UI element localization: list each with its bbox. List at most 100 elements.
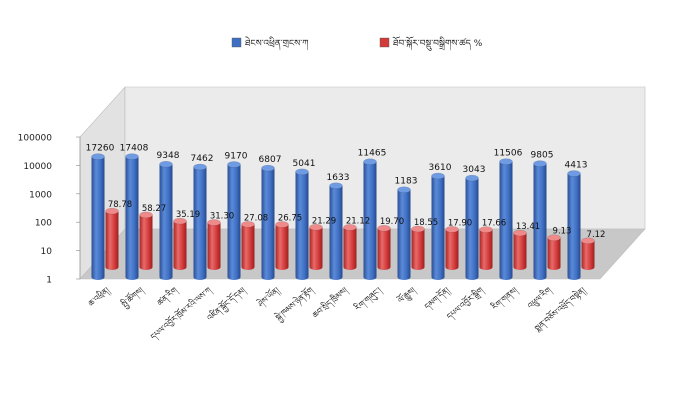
bar-blue-cap <box>363 158 377 165</box>
bar-blue-body <box>363 161 377 277</box>
bar-red <box>411 225 425 270</box>
x-tick-label: ཚན་རིག <box>154 284 181 309</box>
x-tick-label: ཤེས་ཡོན། <box>254 284 282 311</box>
bar-blue <box>193 163 207 280</box>
bar-series-group <box>91 153 595 280</box>
data-label-red: 26.75 <box>278 213 302 223</box>
bar-blue-base <box>125 274 139 280</box>
bar-blue-base <box>261 274 275 280</box>
bar-blue-base <box>227 274 241 280</box>
y-tick-label: 100 <box>35 219 52 229</box>
bar-red <box>309 224 323 270</box>
bar-red-cap <box>377 225 391 232</box>
bar-blue-cap <box>125 153 139 160</box>
bar-blue-body <box>125 156 139 277</box>
data-label-red: 21.29 <box>312 216 336 226</box>
bar-blue <box>125 153 139 280</box>
bar-red-base <box>343 264 357 270</box>
bar-red-body <box>581 240 595 267</box>
bar-blue <box>465 174 479 280</box>
data-label-blue: 11506 <box>494 149 523 159</box>
legend-label: ཐོབ་སྐོར་བསྡུ་བསྒྲིགས་ཚད % <box>392 36 482 51</box>
chart-legend: ཐེངས་འཕྲིན་གྲངས་ཀ ཐོབ་སྐོར་བསྡུ་བསྒྲིགས་ཚ… <box>231 36 483 51</box>
bar-blue-body <box>329 185 343 277</box>
bar-blue-cap <box>329 182 343 189</box>
bar-blue-cap <box>533 160 547 167</box>
bar-blue-body <box>261 168 275 277</box>
data-label-red: 35.19 <box>176 210 200 220</box>
data-label-blue: 3610 <box>429 163 452 173</box>
bar-red-body <box>479 229 493 267</box>
bar-red-base <box>309 264 323 270</box>
data-labels-group: 17260 78.78 17408 58.27 9348 35.19 7462 31.30 91… <box>86 144 606 240</box>
bar-blue <box>567 170 581 280</box>
bar-red-cap <box>275 221 289 228</box>
bar-blue-body <box>397 189 411 277</box>
bar-blue-base <box>465 274 479 280</box>
y-tick-label: 10000 <box>23 162 52 172</box>
bar-red-cap <box>411 225 425 233</box>
x-tick-label: ལོ་རྒྱུས། <box>395 284 419 308</box>
bar-blue-base <box>295 274 309 280</box>
x-tick-label: དམག་དོན། <box>422 284 453 313</box>
bar-red-base <box>241 264 255 270</box>
bar-red <box>343 224 357 270</box>
data-label-red: 13.41 <box>516 222 540 232</box>
data-label-red: 7.12 <box>587 230 606 240</box>
bar-red <box>377 225 391 270</box>
data-label-red: 17.90 <box>448 218 472 228</box>
bar-red <box>207 219 221 270</box>
x-tick-label: དཔལ་འབྱོར་སྒྲིག <box>444 284 487 323</box>
bar-red-base <box>105 264 119 270</box>
bar-blue <box>159 161 173 280</box>
data-label-blue: 1633 <box>327 173 350 183</box>
bar-blue-body <box>431 175 445 277</box>
data-label-red: 21.12 <box>346 216 370 226</box>
bar-blue-body <box>499 161 513 277</box>
bar-blue-base <box>533 274 547 280</box>
bar-blue-body <box>567 173 581 277</box>
legend-swatch <box>379 37 390 48</box>
bar-blue-body <box>91 156 105 277</box>
bar-red-body <box>411 228 425 267</box>
bar-blue-cap <box>159 161 173 168</box>
data-label-red: 19.70 <box>380 217 404 227</box>
bar-red-body <box>445 229 459 267</box>
bar-blue <box>227 161 241 280</box>
bar-red-base <box>411 264 425 270</box>
bar-blue-base <box>193 274 207 280</box>
bar-blue-body <box>295 171 309 277</box>
bar-blue <box>363 158 377 280</box>
data-label-red: 58.27 <box>142 204 166 214</box>
bar-red-base <box>513 264 527 270</box>
bar-blue-base <box>499 274 513 280</box>
bar-blue-base <box>91 274 105 280</box>
data-label-blue: 9170 <box>225 151 248 161</box>
bar-blue-base <box>363 274 377 280</box>
bar-blue-cap <box>499 158 513 165</box>
bar-red-cap <box>173 217 187 225</box>
bar-blue-cap <box>227 161 241 168</box>
legend-swatch <box>231 37 242 48</box>
data-label-blue: 9348 <box>157 151 180 161</box>
bar-red-cap <box>309 224 323 231</box>
bar-red <box>513 229 527 270</box>
bar-red-body <box>173 221 187 267</box>
data-label-red: 31.30 <box>210 212 234 222</box>
bar-red-body <box>547 237 561 267</box>
bar-blue <box>533 160 547 280</box>
bar-blue-cap <box>261 164 275 172</box>
data-label-red: 78.78 <box>108 200 132 210</box>
bar-red <box>241 221 255 270</box>
bar-blue <box>295 168 309 280</box>
x-tick-label: ཆབ་སྲིད་ཁྲིམས། <box>310 284 351 321</box>
bar-red-cap <box>139 211 153 219</box>
bar-red-body <box>343 227 357 267</box>
bar-red <box>547 234 561 270</box>
bar-blue-cap <box>465 174 479 182</box>
bar-red <box>275 221 289 270</box>
bar-red-base <box>275 264 289 270</box>
legend-label: ཐེངས་འཕྲིན་གྲངས་ཀ <box>245 36 309 51</box>
bar-blue <box>499 158 513 280</box>
